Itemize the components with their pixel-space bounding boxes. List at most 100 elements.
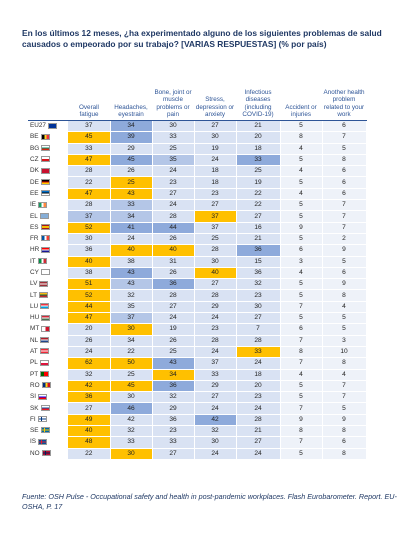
value-cell: 2: [322, 233, 367, 246]
value-cell: 7: [322, 380, 367, 393]
value-cell: 9: [322, 278, 367, 291]
hu-flag-icon: [41, 314, 51, 321]
value-cell: 49: [68, 414, 111, 427]
value-cell: 25: [152, 143, 195, 155]
value-cell: 46: [110, 402, 153, 415]
table-row: IE 28 33 24 27 22 5 7: [28, 199, 367, 212]
value-cell: 5: [280, 233, 323, 246]
value-cell: 42: [194, 414, 237, 427]
country-cell: SE: [28, 426, 68, 437]
value-cell: 21: [236, 233, 281, 246]
value-cell: 27: [152, 301, 195, 314]
value-cell: 33: [68, 143, 111, 155]
value-cell: 43: [110, 267, 153, 280]
country-cell: SI: [28, 392, 68, 403]
value-cell: 28: [152, 289, 195, 302]
value-cell: 28: [194, 244, 237, 257]
value-cell: 42: [110, 414, 153, 427]
value-cell: 26: [110, 165, 153, 178]
value-cell: 29: [110, 143, 153, 155]
country-code: AT: [30, 348, 38, 356]
value-cell: 6: [280, 323, 323, 336]
value-cell: 24: [236, 448, 281, 460]
value-cell: 4: [280, 188, 323, 201]
pt-flag-icon: [40, 370, 50, 377]
value-cell: 7: [280, 357, 323, 370]
value-cell: 24: [194, 402, 237, 415]
value-cell: 24: [194, 448, 237, 460]
country-code: NL: [30, 336, 39, 344]
value-cell: 36: [236, 244, 281, 257]
value-cell: 5: [322, 312, 367, 325]
value-cell: 20: [68, 323, 111, 336]
value-cell: 51: [68, 278, 111, 291]
country-cell: IS: [28, 437, 68, 448]
value-cell: 37: [110, 312, 153, 325]
table-row: DE 22 25 23 18 19 5 6: [28, 176, 367, 189]
country-code: LU: [30, 302, 39, 310]
value-cell: 22: [236, 188, 281, 201]
value-cell: 24: [194, 346, 237, 359]
value-cell: 5: [280, 391, 323, 404]
table-row: HR 36 40 40 28 36 6 9: [28, 244, 367, 257]
value-cell: 43: [110, 278, 153, 291]
value-cell: 38: [68, 267, 111, 280]
value-cell: 5: [280, 278, 323, 291]
value-cell: 8: [280, 346, 323, 359]
value-cell: 30: [194, 436, 237, 449]
value-cell: 7: [236, 323, 281, 336]
value-cell: 41: [110, 222, 153, 234]
country-cell: FI: [28, 414, 68, 425]
value-cell: 5: [280, 289, 323, 302]
value-cell: 6: [322, 267, 367, 280]
value-cell: 37: [68, 120, 111, 133]
table-row: BG 33 29 25 19 18 4 5: [28, 143, 367, 155]
table-row: EE 47 43 27 23 22 4 6: [28, 188, 367, 201]
value-cell: 19: [152, 323, 195, 336]
value-cell: 22: [236, 199, 281, 212]
value-cell: 40: [110, 244, 153, 257]
country-cell: HR: [28, 245, 68, 256]
table-row: PL 62 50 43 37 24 7 8: [28, 357, 367, 370]
value-cell: 25: [236, 165, 281, 178]
value-cell: 19: [194, 143, 237, 155]
source-note: Fuente: OSH Pulse - Occupational safety …: [22, 492, 397, 511]
value-cell: 24: [152, 165, 195, 178]
country-code: CZ: [30, 156, 39, 164]
value-cell: 8: [322, 448, 367, 460]
country-code: HR: [30, 246, 40, 254]
value-cell: 36: [236, 267, 281, 280]
value-cell: 37: [194, 357, 237, 370]
value-cell: 34: [110, 335, 153, 347]
value-cell: 23: [236, 391, 281, 404]
value-cell: 30: [152, 120, 195, 133]
value-cell: 7: [280, 335, 323, 347]
value-cell: 43: [152, 357, 195, 370]
value-cell: 44: [68, 301, 111, 314]
value-cell: 21: [236, 425, 281, 438]
value-cell: 7: [280, 402, 323, 415]
country-header: [28, 62, 68, 121]
value-cell: 23: [236, 289, 281, 302]
value-cell: 28: [194, 289, 237, 302]
table-row: ES 52 41 44 37 16 9 7: [28, 222, 367, 234]
value-cell: 18: [236, 143, 281, 155]
value-cell: 24: [152, 199, 195, 212]
value-cell: 20: [236, 131, 281, 144]
country-code: DK: [30, 167, 39, 175]
country-cell: CY: [28, 267, 68, 278]
value-cell: 5: [280, 448, 323, 460]
country-cell: NL: [28, 335, 68, 346]
value-cell: 4: [322, 369, 367, 381]
value-cell: 15: [236, 256, 281, 268]
value-cell: 30: [194, 256, 237, 268]
table-row: DK 28 26 24 18 25 4 6: [28, 165, 367, 178]
country-cell: EE: [28, 188, 68, 199]
country-code: HU: [30, 314, 40, 322]
table-row: EU27 37 34 30 27 21 5 6: [28, 120, 367, 133]
value-cell: 5: [322, 143, 367, 155]
value-cell: 29: [152, 402, 195, 415]
value-cell: 4: [280, 143, 323, 155]
value-cell: 42: [68, 380, 111, 393]
country-code: IE: [30, 201, 37, 209]
